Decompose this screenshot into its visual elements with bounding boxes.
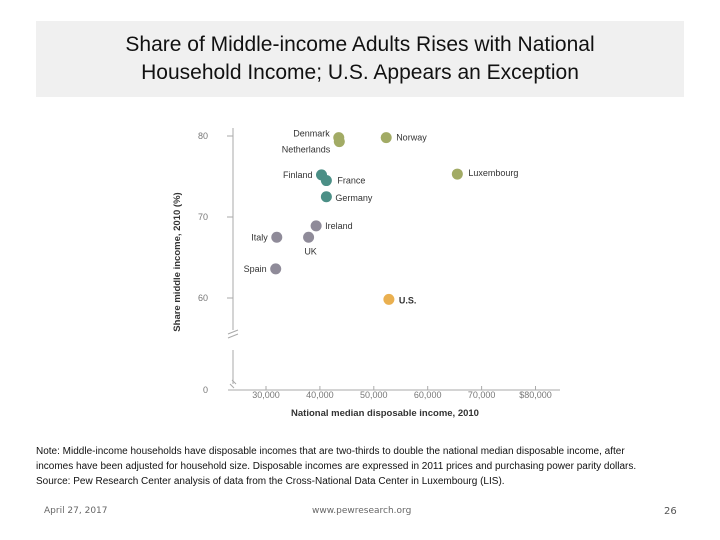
scatter-chart: 0 60 70 80 30,000 40,000 50,000 60,000 70,000 $80… <box>172 128 560 419</box>
point-u-s <box>383 293 395 305</box>
point-germany <box>320 191 332 203</box>
point-netherlands <box>333 136 345 148</box>
page-number: 26 <box>664 506 677 517</box>
y-tick-label: 70 <box>198 212 208 222</box>
x-tick-label: $80,000 <box>519 390 552 400</box>
label-germany: Germany <box>335 193 373 203</box>
point-italy <box>271 231 283 243</box>
y-tick-label: 0 <box>203 385 208 395</box>
x-tick-label: 60,000 <box>414 390 442 400</box>
label-norway: Norway <box>396 133 427 143</box>
note-line-2: incomes have been adjusted for household… <box>36 461 637 472</box>
x-tick-label: 70,000 <box>468 390 496 400</box>
note-line-3: Source: Pew Research Center analysis of … <box>36 476 505 487</box>
label-spain: Spain <box>244 264 267 274</box>
point-uk <box>303 231 315 243</box>
y-tick-label: 60 <box>198 293 208 303</box>
note-line-1: Note: Middle-income households have disp… <box>36 446 625 457</box>
x-tick-label: 30,000 <box>252 390 280 400</box>
title-band: Share of Middle-income Adults Rises with… <box>36 21 684 97</box>
point-spain <box>270 263 282 275</box>
y-axis-title: Share middle income, 2010 (%) <box>172 192 183 331</box>
label-denmark: Denmark <box>293 129 330 139</box>
label-italy: Italy <box>251 232 268 242</box>
x-tick-label: 50,000 <box>360 390 388 400</box>
point-luxembourg <box>451 168 463 180</box>
label-france: France <box>337 176 365 186</box>
point-ireland <box>310 220 322 232</box>
point-france <box>320 175 332 187</box>
y-tick-label: 80 <box>198 131 208 141</box>
label-ireland: Ireland <box>325 221 353 231</box>
label-finland: Finland <box>283 170 313 180</box>
label-netherlands: Netherlands <box>282 145 331 155</box>
x-axis-title: National median disposable income, 2010 <box>291 408 479 419</box>
label-uk: UK <box>304 246 317 256</box>
y-axis-break <box>227 329 239 339</box>
label-u-s: U.S. <box>399 295 417 305</box>
label-luxembourg: Luxembourg <box>468 168 518 178</box>
x-axis-break <box>229 379 237 389</box>
footer-url: www.pewresearch.org <box>312 506 412 516</box>
chart-note: Note: Middle-income households have disp… <box>36 444 706 489</box>
point-norway <box>380 132 392 144</box>
footer-date: April 27, 2017 <box>44 506 108 516</box>
slide-title: Share of Middle-income Adults Rises with… <box>125 33 595 84</box>
x-tick-label: 40,000 <box>306 390 334 400</box>
